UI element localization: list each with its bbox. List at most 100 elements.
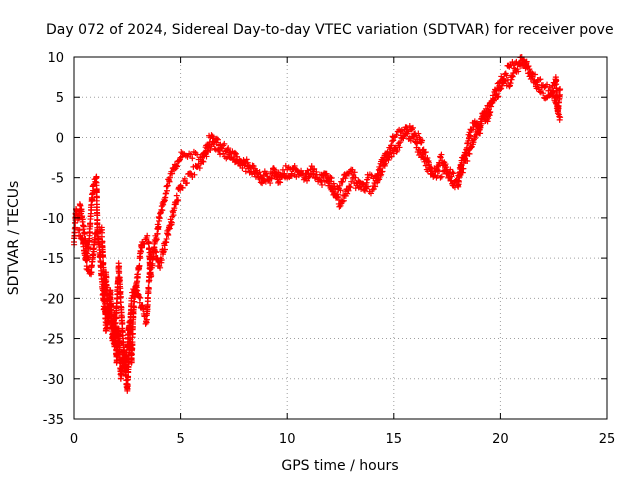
- data-point: [98, 229, 105, 236]
- data-point: [210, 141, 217, 148]
- data-point: [128, 295, 135, 302]
- data-point: [438, 151, 445, 158]
- data-point: [89, 196, 96, 203]
- y-tick-label: -30: [43, 373, 64, 388]
- data-point: [93, 194, 100, 201]
- data-point: [537, 76, 544, 83]
- data-point: [189, 155, 196, 162]
- data-point: [169, 170, 176, 177]
- plot-frame: [73, 56, 608, 420]
- data-point: [256, 169, 263, 176]
- data-point: [460, 165, 467, 172]
- data-point: [72, 224, 79, 231]
- data-point: [218, 144, 225, 151]
- data-point: [231, 149, 238, 156]
- y-axis-title: SDTVAR / TECUs: [6, 181, 22, 296]
- data-point: [233, 150, 240, 157]
- data-point: [500, 77, 507, 84]
- y-tick-label: 5: [56, 91, 64, 106]
- data-point: [440, 168, 447, 175]
- data-point: [409, 124, 416, 131]
- data-point: [143, 316, 150, 323]
- data-point: [166, 174, 173, 181]
- data-point: [184, 153, 191, 160]
- data-point: [215, 147, 222, 154]
- data-point: [288, 172, 295, 179]
- data-point: [432, 168, 439, 175]
- x-tick-label: 15: [386, 432, 403, 447]
- data-point: [323, 170, 330, 177]
- data-point: [425, 161, 432, 168]
- data-point: [400, 130, 407, 137]
- data-point: [466, 150, 473, 157]
- data-point: [163, 235, 170, 242]
- data-point: [420, 151, 427, 158]
- data-point: [422, 162, 429, 169]
- data-point: [81, 230, 88, 237]
- data-point: [331, 183, 338, 190]
- y-tick-label: -25: [43, 333, 64, 348]
- data-point: [146, 271, 153, 278]
- data-point: [536, 76, 543, 83]
- data-point: [493, 91, 500, 98]
- data-point: [94, 204, 101, 211]
- data-point: [173, 162, 180, 169]
- data-point: [224, 146, 231, 153]
- data-point: [527, 69, 534, 76]
- data-point: [552, 94, 559, 101]
- y-tick-label: 0: [56, 131, 64, 146]
- data-point: [88, 269, 95, 276]
- data-point: [208, 132, 215, 139]
- data-point: [136, 262, 143, 269]
- data-point: [406, 123, 413, 130]
- data-point: [93, 173, 100, 180]
- data-point: [315, 176, 322, 183]
- data-point: [204, 147, 211, 154]
- data-point: [474, 129, 481, 136]
- data-point: [277, 179, 284, 186]
- data-point: [532, 71, 539, 78]
- data-point: [503, 72, 510, 79]
- data-point: [364, 183, 371, 190]
- data-layer: [71, 54, 564, 394]
- data-point: [153, 236, 160, 243]
- data-point: [93, 179, 100, 186]
- data-point: [211, 145, 218, 152]
- data-point: [161, 246, 168, 253]
- data-point: [88, 207, 95, 214]
- data-point: [442, 167, 449, 174]
- data-point: [507, 80, 514, 87]
- data-point: [174, 163, 181, 170]
- data-point: [403, 124, 410, 131]
- data-point: [351, 169, 358, 176]
- data-point: [340, 197, 347, 204]
- data-point: [351, 180, 358, 187]
- data-point: [454, 178, 461, 185]
- data-point: [379, 168, 386, 175]
- data-point: [510, 70, 517, 77]
- data-point: [422, 149, 429, 156]
- data-point: [214, 136, 221, 143]
- data-point: [549, 89, 556, 96]
- data-point: [200, 158, 207, 165]
- data-point: [302, 171, 309, 178]
- data-point: [337, 187, 344, 194]
- data-point: [158, 257, 165, 264]
- data-point: [528, 73, 535, 80]
- data-point: [264, 173, 271, 180]
- data-point: [137, 254, 144, 261]
- data-point: [117, 288, 124, 295]
- data-point: [304, 167, 311, 174]
- data-point: [86, 228, 93, 235]
- data-point: [407, 137, 414, 144]
- data-point: [536, 88, 543, 95]
- data-point: [339, 178, 346, 185]
- x-tick-label: 5: [176, 432, 184, 447]
- data-point: [119, 329, 126, 336]
- data-point: [250, 163, 257, 170]
- data-point: [468, 127, 475, 134]
- data-point: [393, 131, 400, 138]
- data-point: [163, 187, 170, 194]
- data-point: [523, 60, 530, 67]
